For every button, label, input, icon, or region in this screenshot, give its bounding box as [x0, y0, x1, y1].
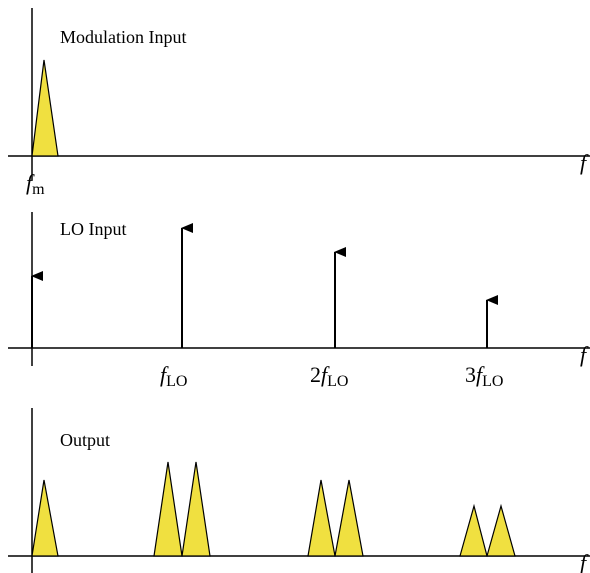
output-peak-flo-lower — [153, 461, 183, 557]
panel-output: Output f — [8, 408, 590, 573]
tick-label-flo: fLO — [160, 362, 187, 390]
tick-label-2flo: 2fLO — [310, 362, 348, 390]
x-axis-label: f — [580, 550, 589, 573]
output-peak-3flo-upper — [486, 503, 516, 557]
output-peak-3flo-lower — [459, 503, 488, 557]
x-axis-label: f — [580, 342, 589, 367]
x-axis-label: f — [580, 150, 589, 175]
tick-label-3flo: 3fLO — [465, 362, 503, 390]
panel-modulation-input: Modulation Input f fm — [8, 8, 590, 198]
output-peak-2flo-lower — [307, 479, 336, 557]
output-peak-flo-upper — [181, 461, 211, 557]
tick-label-fm: fm — [26, 170, 45, 198]
panel-title: Modulation Input — [60, 27, 187, 47]
panel-title: LO Input — [60, 219, 127, 239]
modulation-peak — [31, 59, 59, 157]
output-peak-2flo-upper — [334, 479, 364, 557]
output-peak-dc — [31, 479, 59, 557]
panel-lo-input: LO Input f fLO 2fLO 3fLO — [8, 212, 590, 390]
panel-title: Output — [60, 430, 110, 450]
